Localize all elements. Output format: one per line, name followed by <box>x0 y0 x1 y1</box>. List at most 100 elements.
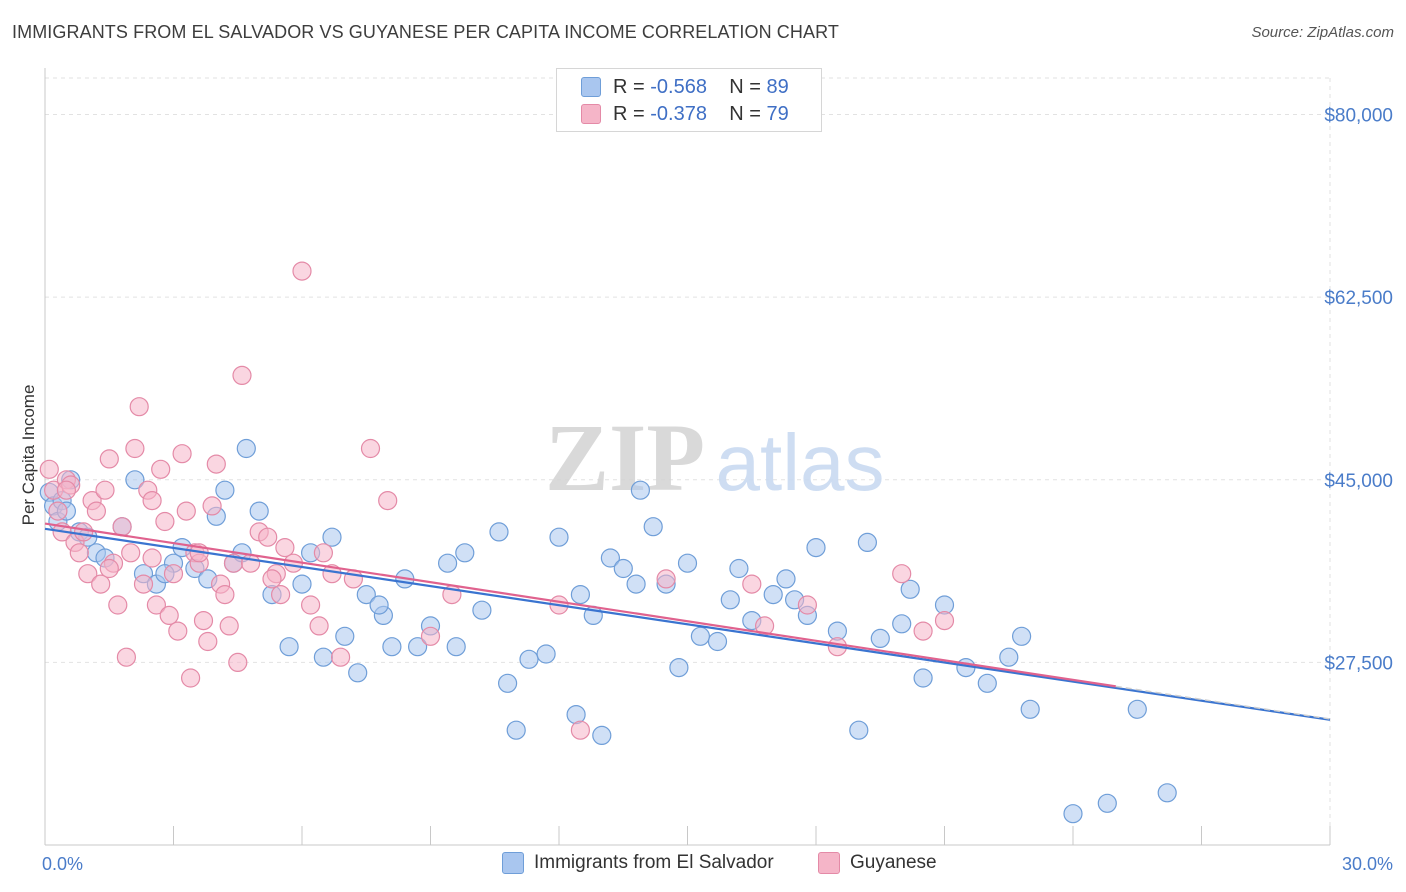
data-point <box>116 647 137 667</box>
data-point <box>408 637 428 657</box>
data-point <box>849 720 869 740</box>
data-point <box>236 438 256 459</box>
watermark: ZIP atlas <box>545 404 885 511</box>
data-point <box>934 610 955 631</box>
data-point <box>151 459 171 479</box>
data-point <box>56 480 77 500</box>
data-point <box>168 621 188 641</box>
data-point <box>900 579 920 599</box>
y-tick-label: $80,000 <box>1324 106 1393 127</box>
trend-lines <box>44 522 1331 721</box>
data-point <box>656 569 676 589</box>
data-point <box>48 501 68 521</box>
series-legend-guyanese[interactable]: Guyanese <box>818 852 937 874</box>
legend-r-value: -0.568 <box>650 75 707 98</box>
data-point <box>626 574 646 594</box>
y-axis-title: Per Capita Income <box>19 385 38 526</box>
data-point <box>1157 783 1177 803</box>
data-point <box>519 649 539 669</box>
data-point <box>193 610 214 631</box>
data-point <box>86 501 107 521</box>
data-point <box>176 501 196 521</box>
x-tick-label: 0.0% <box>42 854 83 874</box>
data-point <box>125 438 145 459</box>
data-point <box>356 584 376 605</box>
data-point <box>78 564 98 584</box>
data-point <box>455 543 475 563</box>
data-point <box>870 628 890 649</box>
data-point <box>729 558 749 579</box>
data-point <box>913 668 933 688</box>
series-legend-swatch-blue <box>502 852 524 874</box>
series-legend-salvador[interactable]: Immigrants from El Salvador <box>502 852 774 874</box>
watermark-zip: ZIP <box>545 404 705 511</box>
data-point <box>159 605 179 626</box>
data-point <box>360 438 381 459</box>
x-tick-label: 30.0% <box>1342 854 1393 874</box>
data-point <box>489 522 509 542</box>
data-point <box>309 616 329 636</box>
data-point <box>215 480 235 500</box>
data-point <box>142 548 162 568</box>
legend-swatch-blue <box>581 77 601 97</box>
series-guyanese <box>39 261 955 740</box>
data-point <box>275 537 295 558</box>
correlation-legend: R = -0.568 N = 89 R = -0.378 N = 79 <box>556 68 822 132</box>
data-point <box>643 517 663 537</box>
legend-n-label: N = <box>729 75 761 98</box>
data-point <box>99 449 119 469</box>
legend-n-value: 79 <box>766 102 789 125</box>
data-point <box>202 496 222 516</box>
tick-labels: $27,500 $45,000 $62,500 $80,000 0.0% 30.0% Per… <box>19 106 1393 874</box>
data-point <box>232 365 252 385</box>
data-point <box>892 564 912 584</box>
data-point <box>292 574 312 594</box>
data-point <box>913 621 933 641</box>
legend-r-label: R = <box>613 75 645 98</box>
data-point <box>1097 793 1117 813</box>
source-label: Source: ZipAtlas.com <box>1251 24 1394 41</box>
data-point <box>630 480 651 500</box>
data-point <box>313 647 333 667</box>
axes <box>44 68 1331 846</box>
data-point <box>438 553 458 573</box>
y-tick-label: $62,500 <box>1324 288 1393 309</box>
data-point <box>690 626 711 646</box>
data-point <box>262 569 282 589</box>
chart-title: IMMIGRANTS FROM EL SALVADOR VS GUYANESE … <box>12 22 839 42</box>
data-point <box>776 569 796 589</box>
data-point <box>91 574 111 594</box>
data-point <box>806 537 826 558</box>
legend-r-label: R = <box>613 102 645 125</box>
data-point <box>313 543 333 563</box>
data-point <box>1127 699 1147 719</box>
legend-n-value: 89 <box>766 75 789 98</box>
series-legend: Immigrants from El Salvador Guyanese <box>0 852 1406 878</box>
trend-line-guyanese <box>44 522 1116 688</box>
data-point <box>142 491 162 511</box>
data-point <box>498 673 518 693</box>
data-point <box>271 584 291 605</box>
series-legend-label: Guyanese <box>850 852 937 873</box>
watermark-atlas: atlas <box>716 418 885 507</box>
data-point <box>163 564 184 584</box>
data-point <box>322 527 342 547</box>
data-point <box>73 522 94 542</box>
data-point <box>99 558 119 579</box>
data-point <box>797 595 818 615</box>
data-point <box>720 590 740 610</box>
data-point <box>600 548 621 568</box>
data-point <box>570 584 591 605</box>
data-point <box>258 527 278 547</box>
data-point <box>249 501 269 521</box>
data-point <box>977 673 997 693</box>
data-point <box>506 720 526 740</box>
data-point <box>549 527 569 547</box>
data-point <box>892 614 912 634</box>
series-immigrants-el-salvador <box>39 438 1177 824</box>
data-point <box>1020 699 1040 719</box>
data-point <box>155 511 175 532</box>
trend-line-salvador <box>44 527 1331 721</box>
data-point <box>1011 626 1032 646</box>
